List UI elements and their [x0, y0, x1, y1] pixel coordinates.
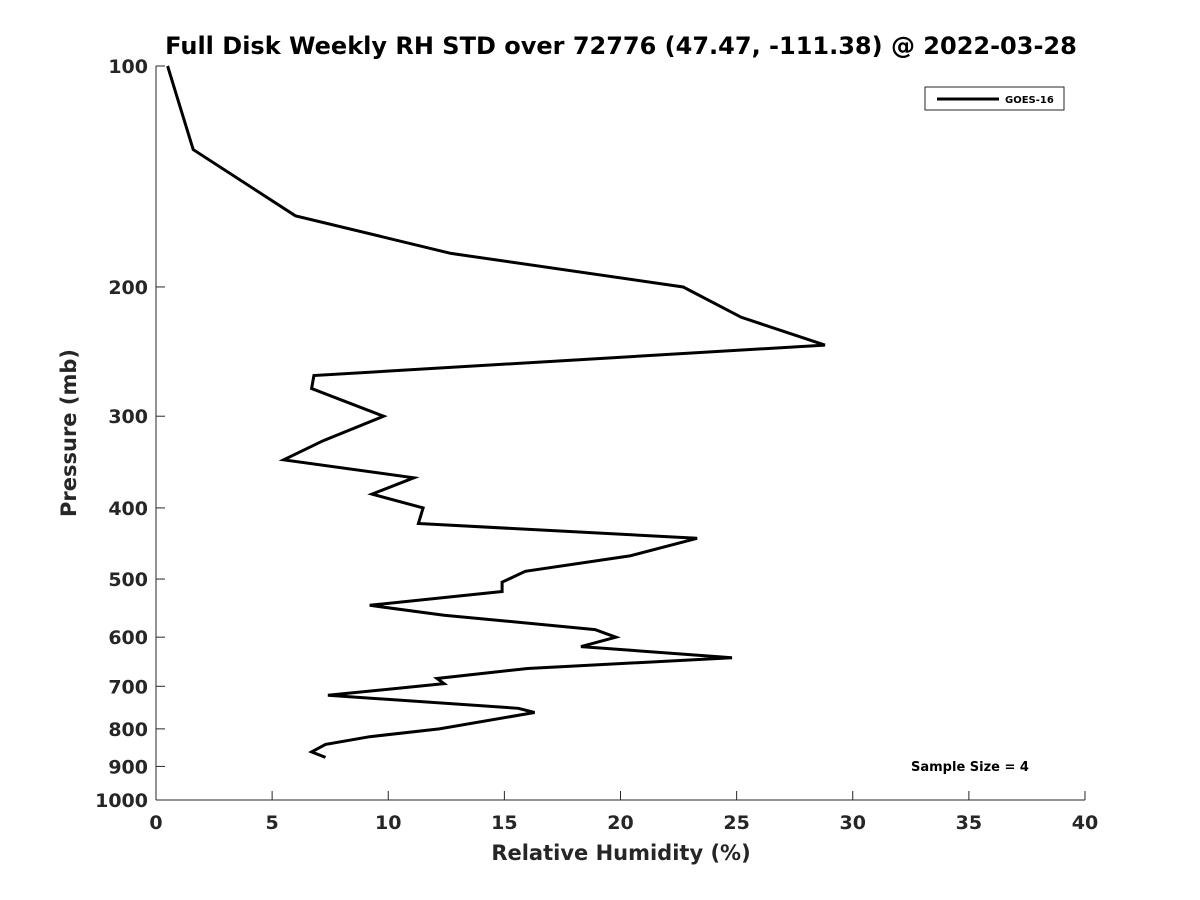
- y-tick-label: 700: [108, 676, 148, 698]
- y-tick-label: 400: [108, 498, 148, 520]
- legend-label: GOES-16: [1005, 95, 1054, 106]
- y-tick-label: 500: [108, 569, 148, 591]
- x-tick-label: 10: [375, 812, 401, 834]
- x-tick-label: 40: [1072, 812, 1098, 834]
- y-axis-ticks: 100 200 300 400 500 600 700 800 900 1000: [95, 56, 165, 812]
- y-tick-label: 200: [108, 277, 148, 299]
- x-tick-label: 35: [956, 812, 982, 834]
- series-line-goes-16: [166, 65, 826, 759]
- x-tick-label: 0: [149, 812, 162, 834]
- x-axis-ticks: 0 5 10 15 20 25 30 35 40: [149, 791, 1098, 834]
- y-tick-label: 300: [108, 406, 148, 428]
- x-tick-label: 5: [266, 812, 279, 834]
- x-tick-label: 30: [840, 812, 866, 834]
- y-tick-label: 1000: [95, 790, 148, 812]
- legend: GOES-16: [924, 86, 1065, 111]
- chart-title: Full Disk Weekly RH STD over 72776 (47.4…: [165, 32, 1077, 60]
- x-tick-label: 25: [723, 812, 749, 834]
- y-tick-label: 100: [108, 56, 148, 78]
- y-axis-title: Pressure (mb): [57, 349, 81, 517]
- sample-size-annotation: Sample Size = 4: [911, 760, 1029, 775]
- x-axis-title: Relative Humidity (%): [491, 841, 750, 865]
- x-tick-label: 15: [491, 812, 517, 834]
- x-tick-label: 20: [607, 812, 633, 834]
- y-tick-label: 900: [108, 756, 148, 778]
- y-tick-label: 800: [108, 719, 148, 741]
- y-tick-label: 600: [108, 627, 148, 649]
